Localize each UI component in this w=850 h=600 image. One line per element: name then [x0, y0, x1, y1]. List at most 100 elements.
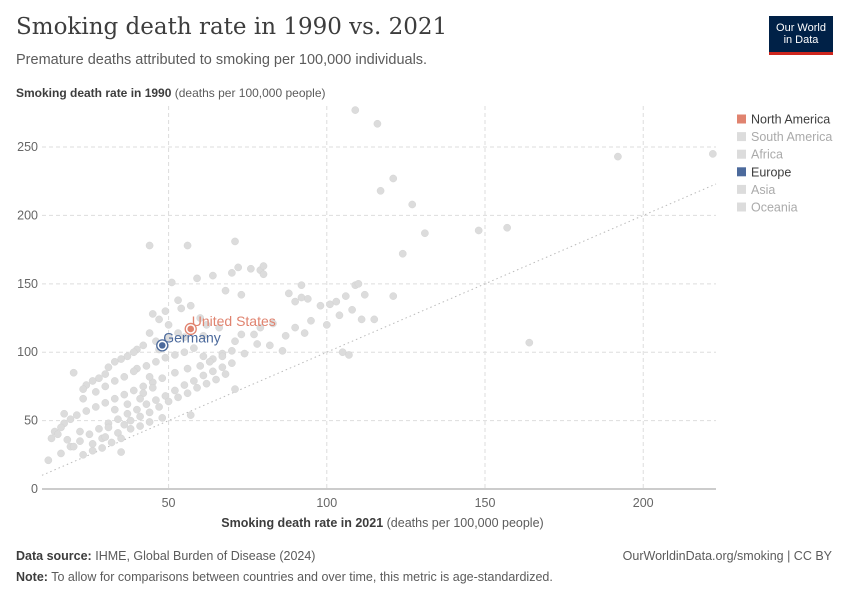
source-link[interactable]: OurWorldinData.org/smoking | CC BY [622, 549, 832, 563]
data-point [250, 330, 258, 339]
data-point [345, 351, 353, 359]
data-point [88, 377, 97, 385]
data-point [95, 425, 103, 433]
data-point [259, 262, 268, 270]
data-point [709, 150, 717, 158]
data-point [104, 423, 113, 432]
data-point [183, 389, 192, 398]
legend-item-africa[interactable]: Africa [737, 148, 783, 162]
legend-label: North America [751, 113, 830, 127]
data-point [332, 297, 341, 306]
logo-line-1: Our World [776, 22, 826, 34]
highlight-point [187, 325, 195, 333]
data-point [107, 438, 116, 447]
legend[interactable]: North America South America Africa Europe As… [737, 113, 832, 215]
data-point [101, 382, 110, 391]
data-point [316, 301, 325, 310]
data-point [129, 386, 138, 395]
highlight-germany: Germany [156, 329, 221, 352]
data-point [221, 370, 230, 378]
data-point [376, 187, 385, 195]
data-point [117, 434, 125, 443]
data-point [237, 290, 246, 299]
data-point [300, 329, 309, 337]
data-point [145, 418, 154, 426]
data-point [88, 440, 97, 448]
legend-item-south-america[interactable]: South America [737, 130, 832, 144]
data-point [101, 370, 110, 378]
reference-line-y-equals-x [41, 183, 717, 476]
highlight-point [158, 342, 166, 349]
chart-title: Smoking death rate in 1990 vs. 2021 [16, 14, 448, 40]
data-point [291, 323, 299, 332]
y-tick-label: 200 [17, 208, 38, 222]
legend-label: Europe [751, 165, 791, 179]
data-point [123, 400, 132, 408]
legend-item-asia[interactable]: Asia [737, 183, 775, 197]
data-point [91, 403, 100, 411]
data-point [158, 374, 167, 383]
chart-note: Note: To allow for comparisons between c… [16, 570, 553, 584]
highlight-label: Germany [163, 329, 221, 345]
y-tick-label: 250 [17, 140, 38, 154]
legend-swatch [737, 149, 746, 159]
data-point [237, 330, 246, 339]
x-axis-title-unit: (deaths per 100,000 people) [386, 516, 544, 530]
data-point [228, 347, 236, 355]
data-point [180, 333, 189, 341]
legend-item-north-america[interactable]: North America [737, 113, 830, 127]
data-point [389, 292, 398, 300]
owid-logo[interactable]: Our World in Data [769, 16, 833, 55]
point-layer [44, 106, 717, 465]
data-point [164, 321, 173, 329]
data-point [47, 434, 56, 443]
data-point [120, 420, 129, 429]
data-point [231, 237, 239, 246]
data-point [101, 399, 110, 407]
data-point [202, 321, 211, 329]
data-source: Data source: IHME, Global Burden of Dise… [16, 549, 315, 563]
data-point [167, 278, 176, 287]
data-point [297, 293, 306, 302]
data-point [421, 229, 429, 238]
data-point [322, 321, 331, 329]
data-point [174, 393, 182, 402]
legend-swatch [737, 114, 746, 124]
y-axis-title-unit: (deaths per 100,000 people) [174, 86, 326, 100]
data-point [152, 357, 160, 366]
legend-swatch [737, 202, 746, 212]
data-point [145, 373, 154, 381]
data-point [76, 437, 84, 445]
data-point [525, 338, 534, 347]
data-point [503, 223, 511, 232]
legend-swatch [737, 167, 746, 177]
data-point [110, 377, 119, 385]
data-point [326, 300, 334, 309]
data-point [79, 385, 87, 393]
data-source-label: Data source: [16, 549, 92, 563]
x-tick-label: 200 [633, 496, 654, 510]
data-point [199, 371, 208, 380]
data-point [199, 331, 208, 340]
data-point [145, 329, 154, 337]
data-point [199, 352, 208, 361]
data-point [389, 174, 398, 183]
data-point [139, 341, 148, 350]
data-point [145, 408, 154, 417]
legend-item-europe[interactable]: Europe [737, 165, 791, 179]
data-point [60, 409, 68, 418]
data-point [234, 263, 242, 272]
data-point [373, 119, 382, 128]
x-tick-label: 50 [162, 496, 176, 510]
legend-item-oceania[interactable]: Oceania [737, 201, 798, 215]
data-point [247, 264, 255, 273]
data-point [85, 430, 94, 439]
data-point [142, 400, 151, 408]
data-point [136, 394, 144, 403]
data-point [129, 367, 138, 376]
data-point [171, 351, 179, 359]
data-point [57, 423, 65, 432]
highlight-united-states: United States [184, 313, 276, 336]
data-point [123, 352, 132, 361]
